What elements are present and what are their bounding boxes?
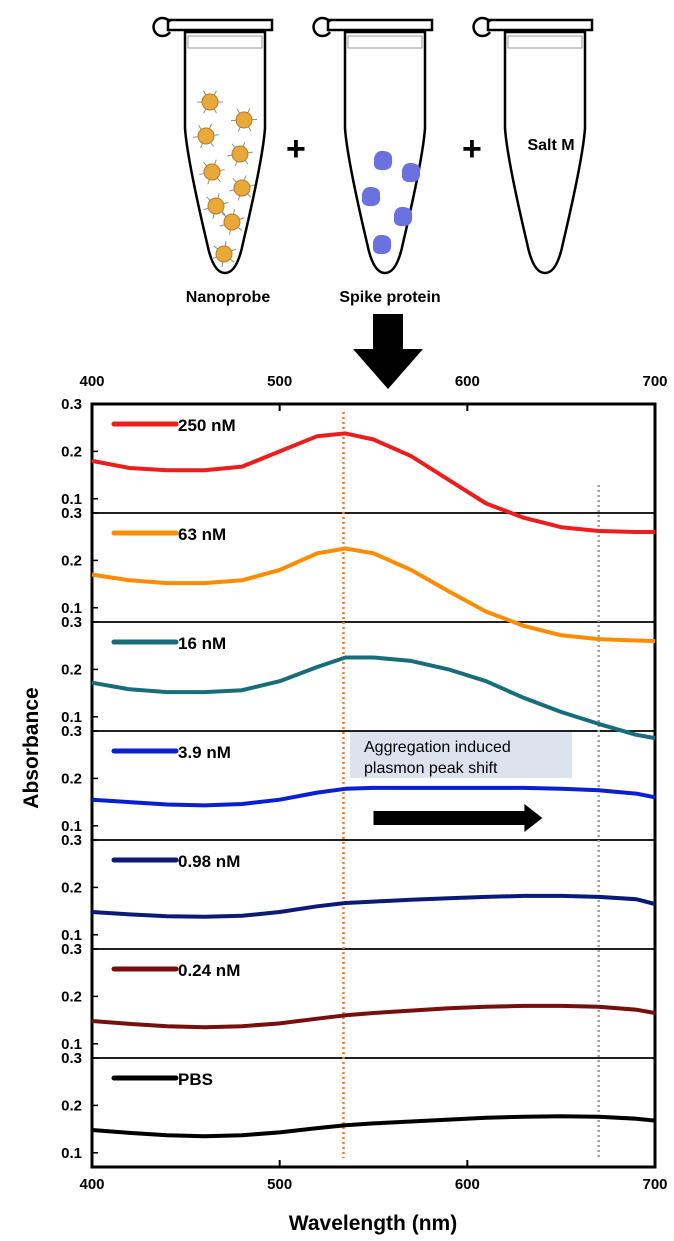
annotation-line-2: plasmon peak shift bbox=[364, 760, 498, 777]
nanoparticle bbox=[231, 145, 249, 163]
y-tick-label: 0.1 bbox=[61, 600, 82, 617]
series-line bbox=[91, 655, 656, 741]
nanoparticle bbox=[203, 163, 221, 181]
x-tick-label: 700 bbox=[642, 1176, 667, 1193]
chart-frame bbox=[90, 402, 657, 1169]
y-tick-label: 0.1 bbox=[61, 709, 82, 726]
y-axis-title: Absorbance bbox=[20, 687, 43, 808]
y-tick-label: 0.3 bbox=[61, 505, 82, 522]
tube-nanoprobe bbox=[152, 16, 274, 275]
tube-cap-hinge bbox=[152, 16, 172, 38]
tube-spike-protein bbox=[312, 16, 434, 275]
schematic-tubes: + + Nanoprobe Spike protein Salt M bbox=[152, 16, 594, 389]
x-tick-label: 600 bbox=[455, 1176, 480, 1193]
series-layer: 250 nM 63 nM 16 nM 3.9 nM 0.98 nM 0.24 nM PBS bbox=[91, 416, 656, 1139]
nanoparticle bbox=[215, 245, 233, 263]
series-line bbox=[91, 431, 655, 534]
nanoparticle bbox=[197, 127, 215, 145]
series-line bbox=[91, 1114, 656, 1139]
x-tick-label-top: 600 bbox=[455, 373, 480, 390]
tube-rim bbox=[507, 35, 583, 49]
tube-label-salt: Salt M bbox=[527, 137, 574, 154]
nanoparticle bbox=[223, 213, 241, 231]
nanoparticle bbox=[233, 179, 251, 197]
tube-cap bbox=[166, 18, 274, 32]
spike-protein bbox=[373, 234, 392, 255]
panel-frame bbox=[91, 403, 656, 514]
nanoparticle bbox=[207, 197, 225, 215]
legend-label: 63 nM bbox=[178, 525, 226, 544]
x-tick-label: 400 bbox=[79, 1176, 104, 1193]
legend-label: 250 nM bbox=[178, 416, 236, 435]
legend-label: 0.24 nM bbox=[178, 961, 240, 980]
y-tick-label: 0.1 bbox=[61, 818, 82, 835]
y-tick-label: 0.1 bbox=[61, 1036, 82, 1053]
x-axis-title: Wavelength (nm) bbox=[289, 1212, 457, 1235]
y-tick-label: 0.2 bbox=[61, 443, 82, 460]
series-line bbox=[91, 546, 656, 643]
plus-sign-2: + bbox=[462, 130, 482, 168]
down-arrow-icon bbox=[353, 314, 423, 389]
series-line bbox=[91, 893, 656, 919]
nanoparticles bbox=[193, 90, 258, 267]
series-line bbox=[91, 1003, 656, 1030]
y-tick-label: 0.2 bbox=[61, 661, 82, 678]
legend-label: 3.9 nM bbox=[178, 743, 231, 762]
tube-cap bbox=[486, 18, 594, 32]
spike-proteins bbox=[362, 150, 421, 255]
y-tick-label: 0.1 bbox=[61, 1145, 82, 1162]
panel-frame bbox=[91, 1057, 656, 1168]
x-ticks: 400 400 500 500 600 600 700 700 bbox=[79, 373, 667, 1193]
tube-rim bbox=[347, 35, 423, 49]
tube-body bbox=[183, 30, 267, 275]
y-tick-label: 0.1 bbox=[61, 491, 82, 508]
y-tick-label: 0.3 bbox=[61, 614, 82, 631]
tube-rim bbox=[187, 35, 263, 49]
y-tick-label: 0.1 bbox=[61, 927, 82, 944]
y-tick-label: 0.2 bbox=[61, 1097, 82, 1114]
y-tick-label: 0.3 bbox=[61, 941, 82, 958]
annotation: Aggregation induced plasmon peak shift bbox=[350, 732, 572, 832]
spike-protein bbox=[394, 206, 413, 227]
annotation-box bbox=[350, 732, 572, 778]
x-tick-label: 500 bbox=[267, 1176, 292, 1193]
x-tick-label-top: 700 bbox=[642, 373, 667, 390]
y-tick-label: 0.3 bbox=[61, 396, 82, 413]
x-tick-label-top: 400 bbox=[79, 373, 104, 390]
y-ticks: 0.10.20.30.10.20.30.10.20.30.10.20.30.10… bbox=[61, 396, 98, 1162]
y-tick-label: 0.2 bbox=[61, 552, 82, 569]
y-tick-label: 0.3 bbox=[61, 723, 82, 740]
tube-cap-hinge bbox=[312, 16, 332, 38]
y-tick-label: 0.2 bbox=[61, 988, 82, 1005]
y-tick-label: 0.2 bbox=[61, 879, 82, 896]
reference-lines bbox=[342, 412, 600, 1158]
legend-label: PBS bbox=[178, 1070, 213, 1089]
panel-frame bbox=[91, 948, 656, 1059]
tube-label-nanoprobe: Nanoprobe bbox=[186, 289, 271, 306]
tube-cap bbox=[326, 18, 434, 32]
tube-body bbox=[503, 30, 587, 275]
plus-sign-1: + bbox=[286, 130, 306, 168]
spike-protein bbox=[374, 150, 393, 171]
legend-label: 0.98 nM bbox=[178, 852, 240, 871]
annotation-line-1: Aggregation induced bbox=[364, 739, 511, 756]
y-tick-label: 0.2 bbox=[61, 770, 82, 787]
spike-protein bbox=[402, 162, 421, 183]
series-line bbox=[91, 785, 656, 808]
x-tick-label-top: 500 bbox=[267, 373, 292, 390]
spike-protein bbox=[362, 186, 381, 207]
shift-arrow-icon bbox=[373, 804, 543, 832]
legend-label: 16 nM bbox=[178, 634, 226, 653]
tube-label-spike-protein: Spike protein bbox=[339, 289, 440, 306]
nanoparticle bbox=[235, 111, 253, 129]
tube-salt bbox=[472, 16, 594, 275]
tube-cap-hinge bbox=[472, 16, 492, 38]
panels bbox=[90, 402, 657, 1169]
nanoparticle bbox=[201, 93, 219, 111]
y-tick-label: 0.3 bbox=[61, 1050, 82, 1067]
y-tick-label: 0.3 bbox=[61, 832, 82, 849]
